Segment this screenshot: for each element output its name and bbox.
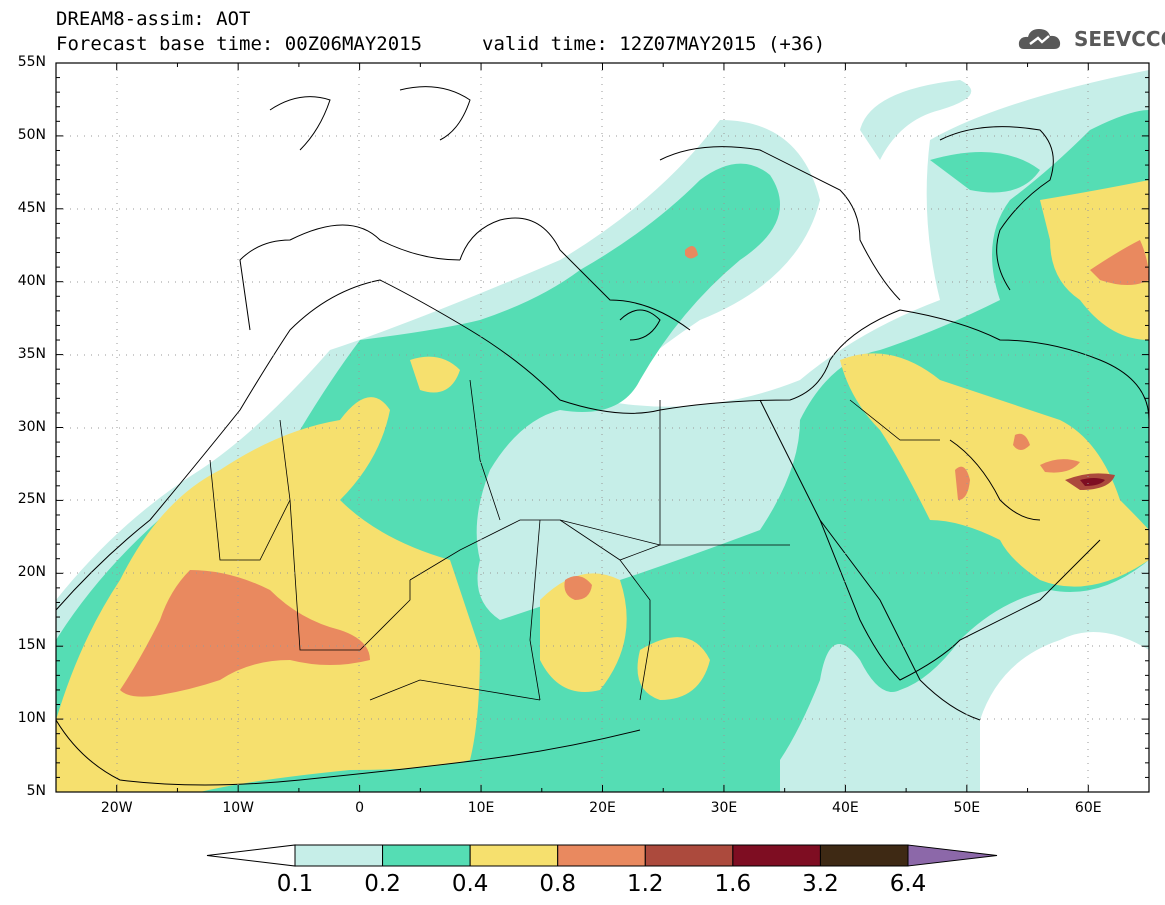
- colorbar-tick-label: 0.8: [539, 871, 576, 897]
- lat-label: 45N: [17, 199, 46, 216]
- lat-label: 25N: [17, 491, 46, 508]
- colorbar-high-arrow: [907, 844, 998, 867]
- lon-label: 50E: [953, 800, 981, 816]
- lat-label: 15N: [17, 637, 46, 654]
- lon-label: 20E: [589, 800, 616, 816]
- colorbar-box: [294, 844, 384, 867]
- axis-ticks: [55, 62, 1150, 793]
- coastlines: [56, 86, 1149, 786]
- colorbar-tick-label: 0.4: [451, 871, 489, 897]
- cloud-icon: [1018, 29, 1061, 49]
- colorbar-box: [469, 844, 559, 867]
- colorbar-box: [557, 844, 646, 867]
- lat-label: 50N: [17, 126, 46, 143]
- colorbar-tick-label: 3.2: [802, 871, 839, 897]
- lon-label: 10E: [467, 800, 495, 816]
- map-title: DREAM8-assim: AOT: [56, 8, 251, 30]
- lat-label: 10N: [17, 710, 46, 727]
- lon-label: 20W: [100, 800, 133, 816]
- colorbar-box: [382, 844, 471, 867]
- lat-label: 20N: [17, 564, 46, 581]
- forecast-base-time: Forecast base time: 00Z06MAY2015: [56, 33, 423, 55]
- lon-label: 60E: [1074, 800, 1102, 816]
- lat-label: 55N: [17, 54, 46, 70]
- colorbar-box: [732, 844, 821, 867]
- colorbar-tick-label: 1.2: [626, 871, 664, 897]
- lat-label: 5N: [26, 783, 46, 799]
- country-borders: [209, 379, 940, 701]
- lat-label: 35N: [17, 345, 46, 362]
- colorbar-tick-label: 1.6: [714, 871, 752, 897]
- lon-label: 40E: [832, 800, 859, 816]
- colorbar-tick-label: 0.1: [276, 871, 314, 897]
- aot-contour-0.8: [120, 240, 1149, 697]
- colorbar-box: [644, 844, 734, 867]
- colorbar-box: [819, 844, 909, 867]
- lat-label: 30N: [17, 418, 46, 435]
- aot-field: [56, 63, 1149, 792]
- lat-label: 40N: [17, 272, 46, 289]
- valid-time: valid time: 12Z07MAY2015 (+36): [482, 33, 826, 55]
- lon-label: 10W: [222, 800, 254, 816]
- aot-contour-1.2: [1065, 473, 1115, 490]
- lon-label: 0: [355, 800, 365, 816]
- colorbar-low-arrow: [206, 844, 296, 867]
- colorbar-tick-label: 0.2: [364, 871, 401, 897]
- logo-text: SEEVCCC: [1074, 27, 1165, 51]
- lon-label: 30E: [710, 800, 738, 816]
- graticule: [56, 63, 1149, 792]
- colorbar-tick-label: 6.4: [889, 871, 927, 897]
